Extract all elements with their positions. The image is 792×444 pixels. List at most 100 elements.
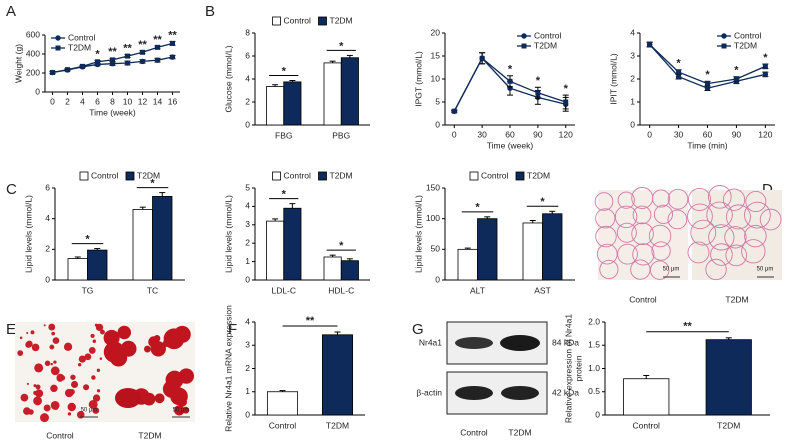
y-axis-label: Lipid levels (mmol/L) [23,195,33,273]
droplet-pattern [17,323,195,423]
legend-label: Control [284,15,312,25]
marker [705,81,710,87]
panel-letter: C [6,181,17,198]
y-tick-label: 200 [26,67,40,77]
significance: * [339,40,344,52]
droplet [178,368,195,384]
x-tick-label: 60 [703,129,713,139]
fat-cell [648,224,672,248]
x-axis-label: Time (week) [487,140,534,150]
legend-swatch [272,171,281,181]
y-tick-label: 100 [426,213,440,223]
droplet [142,392,156,406]
droplet [50,366,60,376]
panel-letter: A [6,3,16,20]
fat-cell [652,189,671,208]
bar [705,339,752,416]
lane-label: T2DM [508,427,531,437]
panel-letter: D [762,181,773,198]
droplet [23,407,31,415]
droplet [43,324,46,327]
marker [479,55,485,61]
bar [266,220,285,281]
x-tick-label: 14 [153,96,163,106]
bar [132,209,153,281]
bar [283,81,302,126]
y-tick-label: 4 [630,27,635,37]
legend-marker [55,45,61,51]
x-tick-label: LDL-C [271,285,296,295]
blot-band [501,386,539,400]
y-tick-label: 2 [630,73,635,83]
fat-cell [710,243,733,266]
y-tick-label: 5 [245,182,250,192]
fat-cell [617,243,638,265]
bar [283,207,302,281]
marker [154,57,161,63]
droplet [88,399,98,409]
significance: ** [153,34,162,46]
significance: * [540,196,545,208]
droplet [143,345,151,353]
marker [762,71,769,78]
droplet [17,350,24,356]
band-size: 84 kDa [552,337,579,347]
bar [266,391,299,416]
marker [170,40,175,46]
legend-marker [721,43,727,49]
panel-letter: F [228,321,237,338]
droplet [34,363,44,373]
droplet [163,338,172,347]
x-tick-label: HDL-C [328,285,354,295]
image-label: Control [629,294,657,304]
panel-letter: G [412,321,424,338]
droplet [33,390,38,395]
marker [95,59,100,65]
bar [323,256,342,281]
significance: * [705,69,710,81]
droplet [20,393,29,402]
x-tick-label: T2DM [717,420,740,430]
y-tick-label: 400 [26,48,40,58]
y-tick-label: 6 [245,50,250,60]
scale-label: 50 μm [757,267,774,273]
y-axis-label: Lipid levels (mmol/L) [223,195,233,273]
fat-cell [744,224,767,248]
y-tick-label: 10 [431,73,441,83]
blot-band [500,335,540,351]
marker [169,54,176,60]
droplet [77,363,82,367]
x-tick-label: Control [269,420,297,430]
droplet [174,405,185,416]
marker [733,76,739,82]
y-tick-label: 0 [35,86,40,96]
x-axis-label: Time (min) [687,140,727,150]
droplet [26,382,29,385]
fat-cell [722,188,746,211]
y-tick-label: 2 [245,96,250,106]
bar [340,260,359,281]
droplet [25,341,32,348]
significance: * [150,178,155,190]
legend-label: Control [91,170,119,180]
x-tick-label: 30 [674,129,684,139]
y-axis-label: IPGT (mmol/L) [413,51,423,107]
fat-cell [653,204,674,224]
scale-label: 50 μm [173,408,190,414]
legend-label: T2DM [330,170,353,180]
marker [80,63,85,69]
x-tick-label: Control [633,420,661,430]
scale-label: 50 μm [81,408,98,414]
marker [676,69,682,75]
x-tick-label: AST [534,285,551,295]
bar [87,249,108,281]
droplet [19,336,23,340]
droplet [40,413,49,423]
x-tick-label: FBG [275,130,292,140]
droplet [92,394,101,402]
blot-band [455,337,493,349]
bar [152,196,173,281]
y-tick-label: 1 [630,96,635,106]
x-tick-label: 120 [758,129,772,139]
droplet [90,333,95,338]
